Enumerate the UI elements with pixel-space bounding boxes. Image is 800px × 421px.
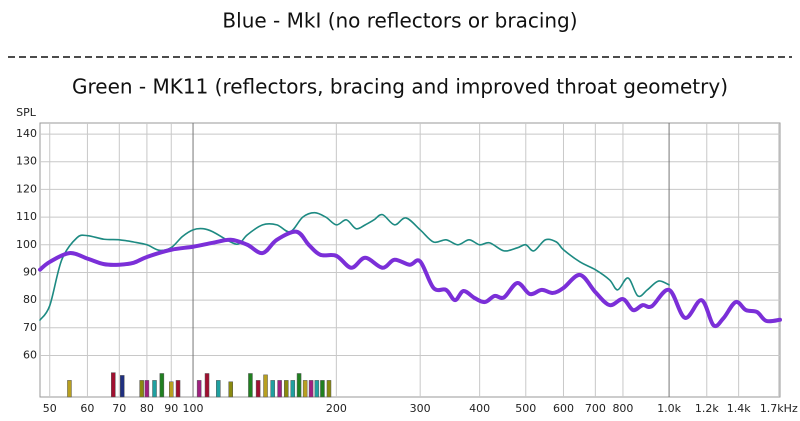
y-tick-label: 140 [16, 127, 37, 140]
plot-area [39, 122, 781, 398]
marker-bar [228, 381, 233, 398]
marker-bar [216, 380, 221, 398]
marker-bar [308, 380, 314, 398]
marker-bar [196, 380, 202, 398]
marker-bar [263, 374, 268, 398]
x-tick-label: 70 [112, 402, 126, 415]
chart-title: Blue - MkI (no reflectors or bracing) [222, 9, 577, 33]
y-tick-label: 110 [16, 210, 37, 223]
line [38, 229, 782, 329]
x-tick-label: 800 [612, 402, 633, 415]
y-tick-label: 100 [16, 238, 37, 251]
x-tick-label: 1.7kHz [760, 402, 798, 415]
marker-bar [296, 373, 302, 398]
y-axis-label: SPL [16, 106, 37, 119]
y-tick-label: 120 [16, 182, 37, 195]
line [39, 211, 670, 321]
y-tick-label: 80 [23, 293, 37, 306]
marker-bar [314, 380, 320, 398]
x-tick-label: 100 [183, 402, 204, 415]
x-tick-label: 600 [553, 402, 574, 415]
marker-bar [290, 380, 296, 398]
x-tick-label: 200 [326, 402, 347, 415]
y-tick-label: 70 [23, 321, 37, 334]
x-tick-label: 90 [164, 402, 178, 415]
y-tick-label: 130 [16, 155, 37, 168]
x-tick-label: 400 [469, 402, 490, 415]
marker-bar [159, 373, 165, 398]
x-tick-label: 1.0k [657, 402, 681, 415]
x-tick-label: 300 [410, 402, 431, 415]
x-tick-label: 500 [515, 402, 536, 415]
marker-bar [320, 380, 325, 398]
x-tick-label: 80 [140, 402, 154, 415]
marker-bar [302, 380, 308, 398]
marker-bar [111, 372, 116, 398]
marker-bar [67, 380, 72, 398]
marker-bar [144, 380, 150, 398]
marker-bar [204, 373, 210, 398]
marker-bar [255, 380, 261, 398]
marker-bar [277, 380, 282, 398]
y-tick-label: 60 [23, 348, 37, 361]
x-tick-label: 1.4k [727, 402, 751, 415]
x-tick-label: 60 [80, 402, 94, 415]
marker-bar [248, 373, 253, 398]
marker-bar [139, 380, 144, 398]
marker-bar [270, 380, 275, 398]
x-tick-label: 1.2k [695, 402, 719, 415]
marker-bar [175, 380, 181, 398]
x-tick-label: 50 [43, 402, 57, 415]
marker-bar [169, 381, 174, 398]
marker-bar [152, 380, 157, 398]
marker-bar [326, 380, 332, 398]
x-tick-label: 700 [585, 402, 606, 415]
chart-subtitle: Green - MK11 (reflectors, bracing and im… [72, 75, 728, 99]
y-tick-label: 90 [23, 265, 37, 278]
marker-bar [284, 380, 289, 398]
marker-bar [119, 375, 125, 398]
